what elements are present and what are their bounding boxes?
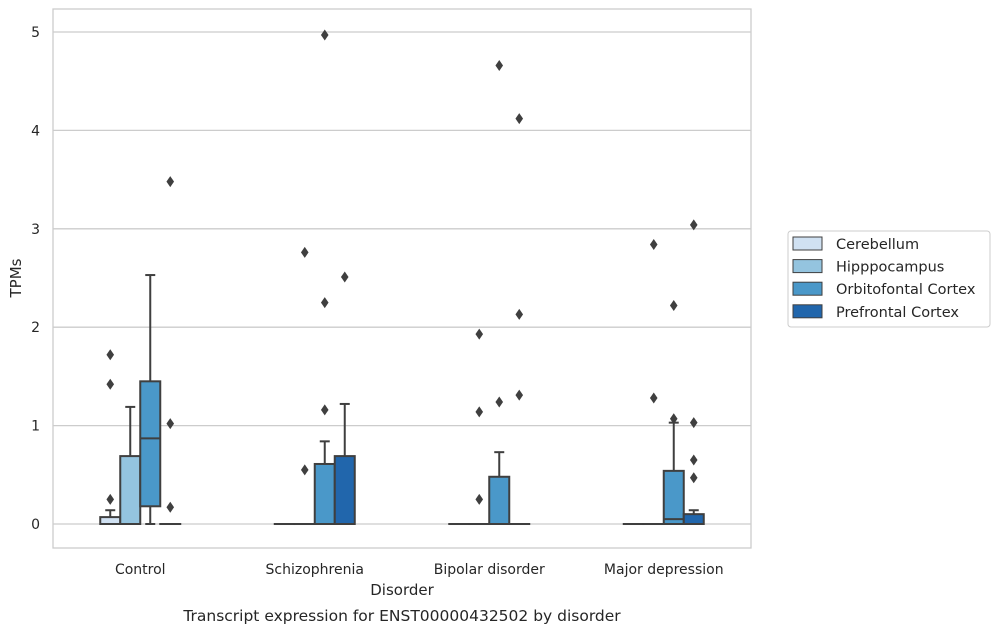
legend-label: Orbitofontal Cortex: [836, 282, 976, 298]
outlier-point: [300, 464, 309, 476]
y-tick-label: 1: [31, 419, 40, 435]
outlier-point: [320, 29, 329, 41]
x-tick-label: Bipolar disorder: [434, 562, 545, 578]
outlier-point: [320, 404, 329, 416]
outlier-point: [475, 493, 484, 505]
outlier-point: [649, 239, 658, 251]
y-tick-label: 3: [31, 222, 40, 238]
y-tick-label: 4: [31, 123, 40, 139]
box-group: [508, 113, 531, 526]
box-group: [293, 246, 316, 526]
chart-caption: Transcript expression for ENST0000043250…: [182, 607, 621, 625]
outlier-point: [106, 349, 115, 361]
box-group: [159, 176, 182, 526]
outlier-point: [515, 113, 524, 125]
outlier-point: [689, 472, 698, 484]
legend-frame: [787, 230, 991, 328]
legend-swatch: [792, 281, 823, 296]
outlier-point: [689, 219, 698, 231]
box: [313, 462, 336, 526]
x-tick-label: Schizophrenia: [266, 562, 364, 578]
outlier-point: [515, 389, 524, 401]
box-group: [642, 239, 665, 526]
box-layer: [99, 29, 705, 526]
box: [488, 475, 511, 526]
outlier-point: [106, 378, 115, 390]
outlier-point: [495, 396, 504, 408]
y-tick-label: 2: [31, 320, 40, 336]
outlier-point: [320, 297, 329, 309]
y-tick-label: 5: [31, 25, 40, 41]
outlier-point: [106, 493, 115, 505]
outlier-point: [649, 392, 658, 404]
outlier-point: [166, 176, 175, 188]
box-group: [488, 59, 511, 526]
outlier-point: [689, 454, 698, 466]
box-group: [99, 349, 122, 525]
y-tick-label: 0: [31, 517, 40, 533]
legend-swatch: [792, 259, 823, 274]
box-group: [333, 271, 356, 526]
box: [139, 380, 162, 508]
x-tick-labels: Control Schizophrenia Bipolar disorder Majo…: [115, 562, 724, 578]
outlier-point: [166, 501, 175, 513]
y-tick-labels: 0 1 2 3 4 5: [31, 25, 40, 533]
outlier-point: [475, 406, 484, 418]
outlier-point: [689, 417, 698, 429]
box-group: [313, 29, 336, 526]
x-tick-label: Major depression: [604, 562, 724, 578]
outlier-point: [515, 308, 524, 320]
box-group: [662, 300, 685, 526]
box: [333, 455, 356, 526]
outlier-point: [495, 59, 504, 71]
y-axis-title: TPMs: [7, 258, 25, 298]
outlier-point: [340, 271, 349, 283]
box: [662, 469, 685, 526]
legend-label: Prefrontal Cortex: [836, 305, 959, 321]
legend-swatch: [792, 304, 823, 319]
legend-swatch: [792, 236, 823, 251]
box-group: [468, 328, 491, 526]
box-group: [119, 405, 142, 526]
box: [119, 455, 142, 526]
outlier-point: [300, 246, 309, 258]
outlier-point: [669, 300, 678, 312]
legend-label: Hipppocampus: [836, 260, 944, 276]
outlier-point: [166, 418, 175, 430]
legend-label: Cerebellum: [836, 237, 919, 253]
x-tick-label: Control: [115, 562, 166, 578]
box-group: [682, 219, 705, 525]
plot-frame: [52, 8, 752, 549]
legend: Cerebellum Hipppocampus Orbitofontal Corte…: [787, 230, 991, 328]
outlier-point: [475, 328, 484, 340]
outlier-point: [669, 413, 678, 425]
x-axis-title: Disorder: [370, 581, 434, 599]
box-group: [139, 274, 162, 525]
box: [682, 513, 705, 525]
box: [99, 516, 122, 525]
